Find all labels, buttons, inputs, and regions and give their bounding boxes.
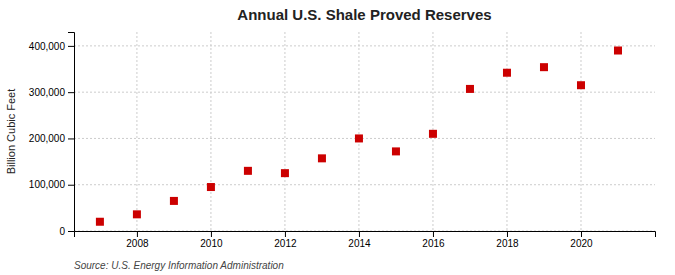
y-tick: 400,000 [29,41,74,52]
y-axis: 0 100,000 200,000 300,000 400,000 [29,33,75,237]
chart-container: 2008 2010 2012 2014 2016 2018 2020 0 100,000 200,… [0,0,675,275]
x-tick-mark [285,231,286,237]
source-note: Source: U.S. Energy Information Administ… [74,260,284,271]
x-tick: 2008 [126,231,149,249]
x-tick-label: 2014 [348,238,371,249]
x-tick-label: 2008 [126,238,149,249]
point [540,63,548,71]
points [96,47,622,226]
x-tick: 2020 [570,231,593,249]
x-tick: 2014 [348,231,371,249]
point [170,197,178,205]
y-tick-mark [68,231,74,232]
x-tick-label: 2010 [200,238,223,249]
y-tick-label: 300,000 [29,87,66,98]
x-tick-label: 2018 [496,238,519,249]
x-grid-line [284,32,285,231]
point [96,218,104,226]
point [392,147,400,155]
point [318,154,326,162]
y-tick-label: 0 [59,226,65,237]
point [466,85,474,93]
x-tick: 2016 [422,231,445,249]
point [133,210,141,218]
chart-title: Annual U.S. Shale Proved Reserves [237,6,491,23]
x-grid-line [358,32,359,231]
y-grid-line [74,92,655,93]
x-tick-mark [137,231,138,237]
y-grid-line [74,138,655,139]
point [207,183,215,191]
x-tick-mark [359,231,360,237]
y-axis-title: Billion Cubic Feet [5,89,17,175]
y-tick-mark [68,46,74,47]
x-tick: 2010 [200,231,223,249]
x-tick-label: 2016 [422,238,445,249]
y-tick-mark [68,185,74,186]
y-tick-label: 400,000 [29,41,66,52]
x-grid-line [506,32,507,231]
point [614,47,622,55]
point [503,69,511,77]
x-tick-label: 2020 [570,238,593,249]
x-tick: 2012 [274,231,297,249]
y-tick-label: 200,000 [29,133,66,144]
y-tick: 100,000 [29,179,74,190]
chart-svg: 2008 2010 2012 2014 2016 2018 2020 0 100,000 200,… [0,0,675,275]
grid [74,32,655,231]
y-grid-line [74,45,655,46]
y-tick: 200,000 [29,133,74,144]
x-tick-mark [507,231,508,237]
point [244,167,252,175]
point [577,81,585,89]
point [355,134,363,142]
y-tick: 0 [59,226,74,237]
x-tick: 2018 [496,231,519,249]
y-grid-line [74,184,655,185]
x-tick-mark [211,231,212,237]
y-tick: 300,000 [29,87,74,98]
x-grid-line [136,32,137,231]
point [429,130,437,138]
y-axis-line [68,33,75,232]
x-tick-label: 2012 [274,238,297,249]
x-axis-line [75,232,656,238]
x-tick-mark [581,231,582,237]
x-grid-line [210,32,211,231]
plot-area: 2008 2010 2012 2014 2016 2018 2020 0 100,000 200,… [29,32,656,249]
point [281,169,289,177]
x-axis: 2008 2010 2012 2014 2016 2018 2020 [75,231,656,249]
y-tick-mark [68,92,74,93]
x-grid-line [580,32,581,231]
y-tick-label: 100,000 [29,179,66,190]
y-tick-mark [68,138,74,139]
x-tick-mark [433,231,434,237]
